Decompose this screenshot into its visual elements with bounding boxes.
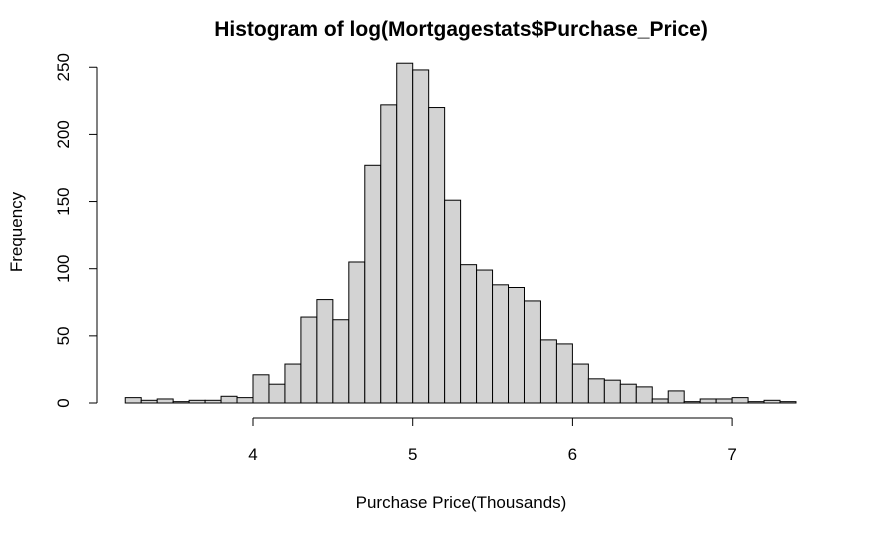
histogram-bar bbox=[603, 379, 621, 404]
y-tick-label: 0 bbox=[54, 398, 73, 407]
histogram-bar bbox=[539, 339, 557, 404]
y-axis: 0 50 100 150 200 250 bbox=[54, 53, 98, 408]
histogram-bar bbox=[380, 104, 398, 404]
bars-group bbox=[124, 62, 797, 404]
histogram-bar bbox=[252, 374, 270, 404]
histogram-bar bbox=[268, 383, 286, 404]
histogram-bar bbox=[731, 397, 749, 404]
histogram-bar bbox=[220, 395, 238, 404]
histogram-bar bbox=[651, 398, 669, 404]
y-tick-label: 250 bbox=[54, 53, 73, 81]
histogram-bar bbox=[236, 397, 254, 404]
histogram-bar bbox=[444, 199, 462, 404]
histogram-bar bbox=[348, 261, 366, 404]
x-axis-title: Purchase Price(Thousands) bbox=[356, 493, 567, 512]
histogram-bar bbox=[332, 319, 350, 404]
histogram-bar bbox=[124, 397, 142, 404]
y-tick-label: 200 bbox=[54, 120, 73, 148]
histogram-bar bbox=[204, 399, 222, 404]
histogram-bar bbox=[555, 343, 573, 404]
histogram-bar bbox=[412, 69, 430, 404]
x-axis: 4 5 6 7 bbox=[248, 417, 737, 464]
histogram-bar bbox=[508, 287, 525, 404]
histogram-bar bbox=[747, 401, 765, 404]
histogram-bar bbox=[587, 378, 605, 404]
y-tick-label: 100 bbox=[54, 255, 73, 283]
histogram-bar bbox=[571, 363, 589, 404]
histogram-bar bbox=[779, 401, 797, 404]
histogram-bar bbox=[188, 399, 206, 404]
x-tick-label: 4 bbox=[248, 445, 257, 464]
histogram-bar bbox=[428, 107, 446, 404]
histogram-bar bbox=[635, 386, 653, 404]
histogram-bar bbox=[316, 299, 334, 404]
histogram-bar bbox=[300, 316, 318, 404]
histogram-bar bbox=[476, 269, 494, 404]
histogram-bar bbox=[492, 284, 510, 404]
histogram-bar bbox=[715, 398, 733, 404]
x-tick-label: 6 bbox=[568, 445, 577, 464]
histogram-bar bbox=[667, 390, 685, 404]
y-axis-title: Frequency bbox=[7, 191, 26, 272]
histogram-bar bbox=[396, 62, 414, 404]
x-tick-label: 7 bbox=[727, 445, 736, 464]
histogram-bar bbox=[763, 399, 781, 404]
histogram-bar bbox=[364, 164, 382, 404]
histogram-bar bbox=[140, 399, 158, 404]
histogram-bar bbox=[699, 398, 717, 404]
y-tick-label: 150 bbox=[54, 187, 73, 215]
y-tick-label: 50 bbox=[54, 326, 73, 345]
histogram-bar bbox=[156, 398, 174, 404]
histogram-bar bbox=[460, 264, 478, 404]
histogram-bar bbox=[523, 300, 541, 404]
histogram-bar bbox=[172, 401, 190, 404]
chart-title: Histogram of log(Mortgagestats$Purchase_… bbox=[214, 18, 708, 41]
x-tick-label: 5 bbox=[408, 445, 417, 464]
histogram-bar bbox=[619, 383, 637, 404]
histogram-bar bbox=[683, 401, 701, 404]
histogram-bar bbox=[284, 363, 302, 404]
